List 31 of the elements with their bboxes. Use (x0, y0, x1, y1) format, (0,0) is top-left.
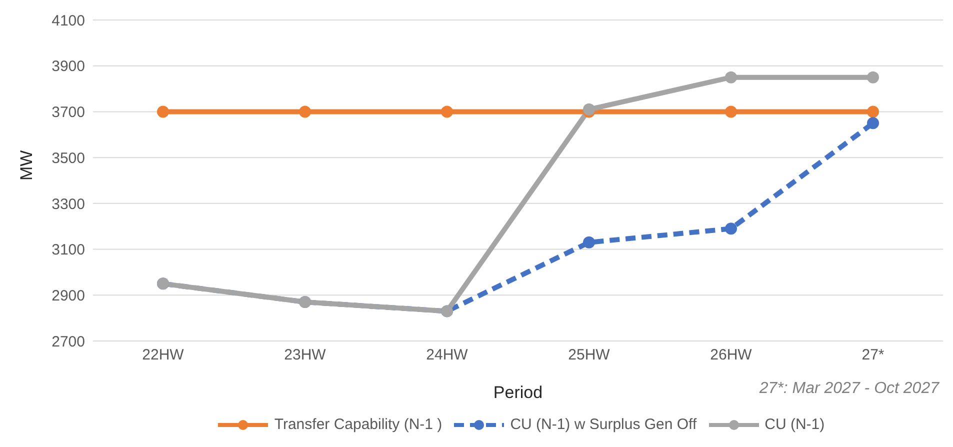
point (583, 236, 595, 248)
x-tick-label: 22HW (142, 346, 185, 364)
point (725, 71, 737, 84)
point (725, 222, 737, 235)
text: 27*: Mar 2027 - Oct 2027 (759, 380, 939, 398)
y-tick-label: 3900 (52, 58, 85, 76)
point (867, 117, 879, 130)
legend-label: CU (N-1) w Surplus Gen Off (510, 416, 697, 433)
y-tick-label: 4100 (52, 12, 85, 30)
x-axis-title: Period (493, 383, 543, 402)
point (725, 106, 737, 118)
y-tick-label: 3300 (52, 196, 85, 213)
legend-label: Transfer Capability (N-1 ) (274, 416, 442, 433)
x-tick-label: 26HW (710, 346, 753, 364)
y-tick-label: 3700 (52, 104, 85, 122)
point (867, 71, 879, 84)
y-tick-label: 2700 (52, 333, 85, 350)
y-tick-label: 2900 (52, 287, 85, 304)
x-tick-label: 24HW (426, 346, 469, 364)
point (299, 106, 311, 118)
x-tick-label: 23HW (284, 346, 327, 364)
point (157, 106, 169, 118)
point (441, 106, 453, 118)
y-tick-label: 3100 (52, 242, 85, 259)
y-tick-label: 3500 (52, 150, 85, 167)
y-axis-title: MW (17, 150, 36, 180)
point (583, 103, 595, 116)
x-tick-label: 27* (862, 346, 884, 364)
legend-label: CU (N-1) (764, 416, 825, 433)
point (867, 106, 879, 118)
x-tick-label: 25HW (568, 346, 611, 364)
